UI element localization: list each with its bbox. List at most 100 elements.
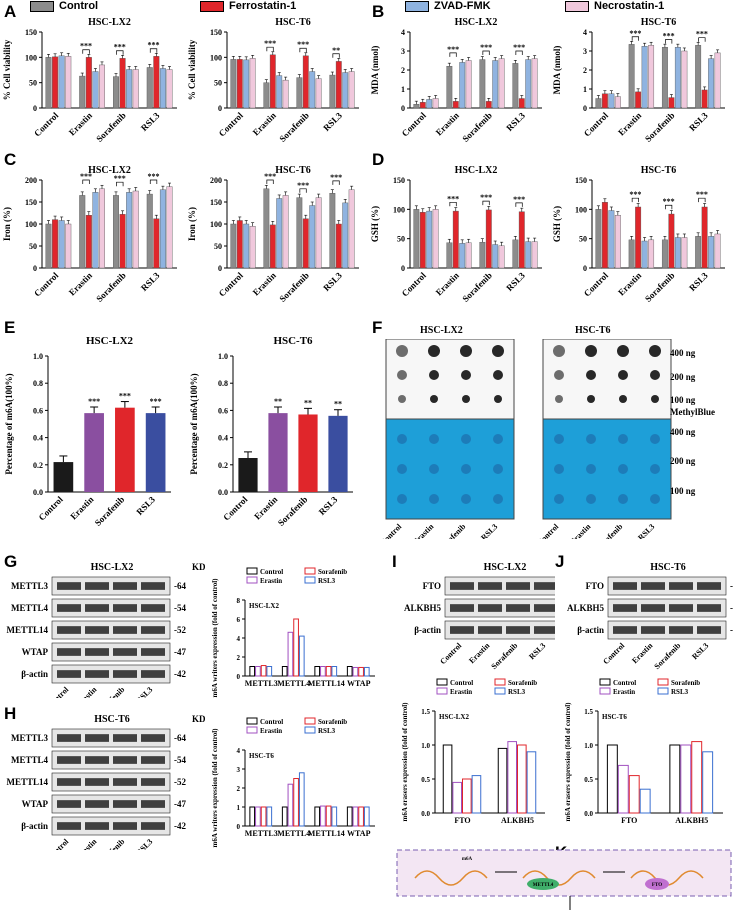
- x-tick-label: Sorafenib: [643, 270, 677, 304]
- band-size: -52: [174, 777, 186, 787]
- legend-swatch-ferrostatin: [200, 0, 224, 12]
- y-tick-label: 0: [401, 104, 405, 113]
- x-tick-label: Erastin: [616, 270, 643, 297]
- bar: [269, 224, 276, 269]
- bar: [352, 806, 359, 827]
- bar: [325, 805, 332, 827]
- y-tick-label: 150: [210, 28, 222, 37]
- panel-label-j: J: [555, 552, 565, 571]
- bar: [648, 239, 655, 269]
- y-tick-label: 1: [237, 804, 241, 812]
- mb-dot: [429, 434, 439, 444]
- chart-b-lx2: HSC-LX2 MDA (nmol) 0 1 2 3 4 Control *** Erastin *…: [370, 17, 542, 144]
- y-tick-label: 0: [237, 823, 241, 831]
- bar: [525, 59, 532, 109]
- dot: [586, 370, 596, 380]
- bar: [358, 666, 364, 677]
- band: [141, 822, 165, 830]
- bar: [628, 44, 635, 109]
- mb-dot: [618, 434, 628, 444]
- sig-mark: ***: [513, 43, 525, 52]
- y-tick-label: 50: [29, 242, 37, 251]
- bar: [342, 72, 349, 109]
- bar: [126, 69, 133, 109]
- y-tick-label: 150: [25, 28, 37, 37]
- legend-swatch: [246, 726, 258, 734]
- y-tick-label: 0.2: [33, 461, 43, 470]
- y-tick-label: 150: [210, 198, 222, 207]
- bar: [159, 189, 166, 269]
- legend-ferrostatin: Ferrostatin-1: [200, 0, 296, 12]
- blot-title: HSC-LX2: [91, 562, 134, 573]
- band-strip: [51, 750, 171, 770]
- bar: [269, 54, 276, 109]
- sig-mark: ***: [629, 190, 641, 199]
- band-size: -64: [174, 733, 186, 743]
- band: [506, 582, 530, 590]
- band: [113, 670, 137, 678]
- band-strip: [607, 576, 727, 596]
- y-axis-label: Iron (%): [2, 207, 12, 241]
- y-tick-label: 1.0: [584, 742, 593, 750]
- band: [57, 604, 81, 612]
- legend-swatch: [494, 678, 506, 686]
- bar: [426, 99, 433, 109]
- band-label: METTL3: [11, 733, 49, 743]
- bar: [243, 59, 250, 109]
- bar: [58, 55, 65, 109]
- mb-dot: [429, 494, 439, 504]
- band-label: METTL14: [6, 777, 48, 787]
- chart-title: HSC-T6: [275, 165, 311, 176]
- x-tick-label: METTL4: [277, 829, 310, 838]
- sig-mark: ***: [114, 43, 126, 52]
- bar: [714, 233, 721, 269]
- lane-label: RSL3: [479, 522, 499, 539]
- y-tick-label: 0.5: [421, 776, 430, 784]
- lane-label: Sorafenib: [96, 837, 126, 850]
- bar: [309, 71, 316, 109]
- y-axis-label: Iron (%): [187, 207, 197, 241]
- y-tick-label: 150: [393, 176, 405, 185]
- bar: [608, 210, 615, 269]
- band-strip: [51, 576, 171, 596]
- bar: [65, 223, 72, 269]
- chart-d-t6: HSC-T6 GSH (%) 0 50 100 150 Control *** Erastin *…: [552, 165, 725, 304]
- y-tick-label: 0.2: [218, 461, 228, 470]
- bar: [465, 60, 472, 109]
- y-tick-label: 100: [25, 53, 37, 62]
- dot: [429, 370, 439, 380]
- y-tick-label: 0.0: [218, 488, 228, 497]
- bar: [293, 778, 299, 827]
- bar: [85, 57, 92, 109]
- band: [613, 626, 637, 634]
- y-axis-label: MDA (nmol): [552, 46, 562, 95]
- mb-dot: [461, 434, 471, 444]
- legend-label: Control: [613, 679, 636, 687]
- x-tick-label: ALKBH5: [501, 816, 534, 825]
- x-tick-label: Sorafenib: [460, 110, 494, 144]
- inset-label: HSC-LX2: [439, 713, 469, 721]
- sig-bracket: [116, 181, 124, 187]
- y-axis-label: m6A erasers expression (fold of control): [401, 702, 409, 822]
- legend-swatch: [304, 567, 316, 575]
- sig-bracket: [698, 37, 706, 42]
- band: [85, 800, 109, 808]
- western-blot-h: HSC-T6 KD METTL3 -64 METTL4 -54 METTL14 -52 WTAP…: [6, 714, 205, 850]
- bar: [531, 58, 538, 109]
- y-tick-label: 0.6: [33, 406, 43, 415]
- band: [141, 582, 165, 590]
- legend-swatch: [304, 576, 316, 584]
- y-axis-label: MDA (nmol): [370, 46, 380, 95]
- dot: [430, 395, 438, 403]
- sig-mark: ***: [480, 43, 492, 52]
- bar: [661, 239, 668, 269]
- sig-bracket: [82, 179, 90, 184]
- kd-label: KD: [192, 714, 205, 724]
- band-label: β-actin: [414, 625, 441, 635]
- y-axis-label: GSH (%): [370, 206, 380, 242]
- mb-dot: [586, 464, 596, 474]
- bar: [517, 744, 527, 814]
- sig-mark: ***: [480, 193, 492, 202]
- band-size: -64: [174, 581, 186, 591]
- sig-bracket: [449, 201, 457, 207]
